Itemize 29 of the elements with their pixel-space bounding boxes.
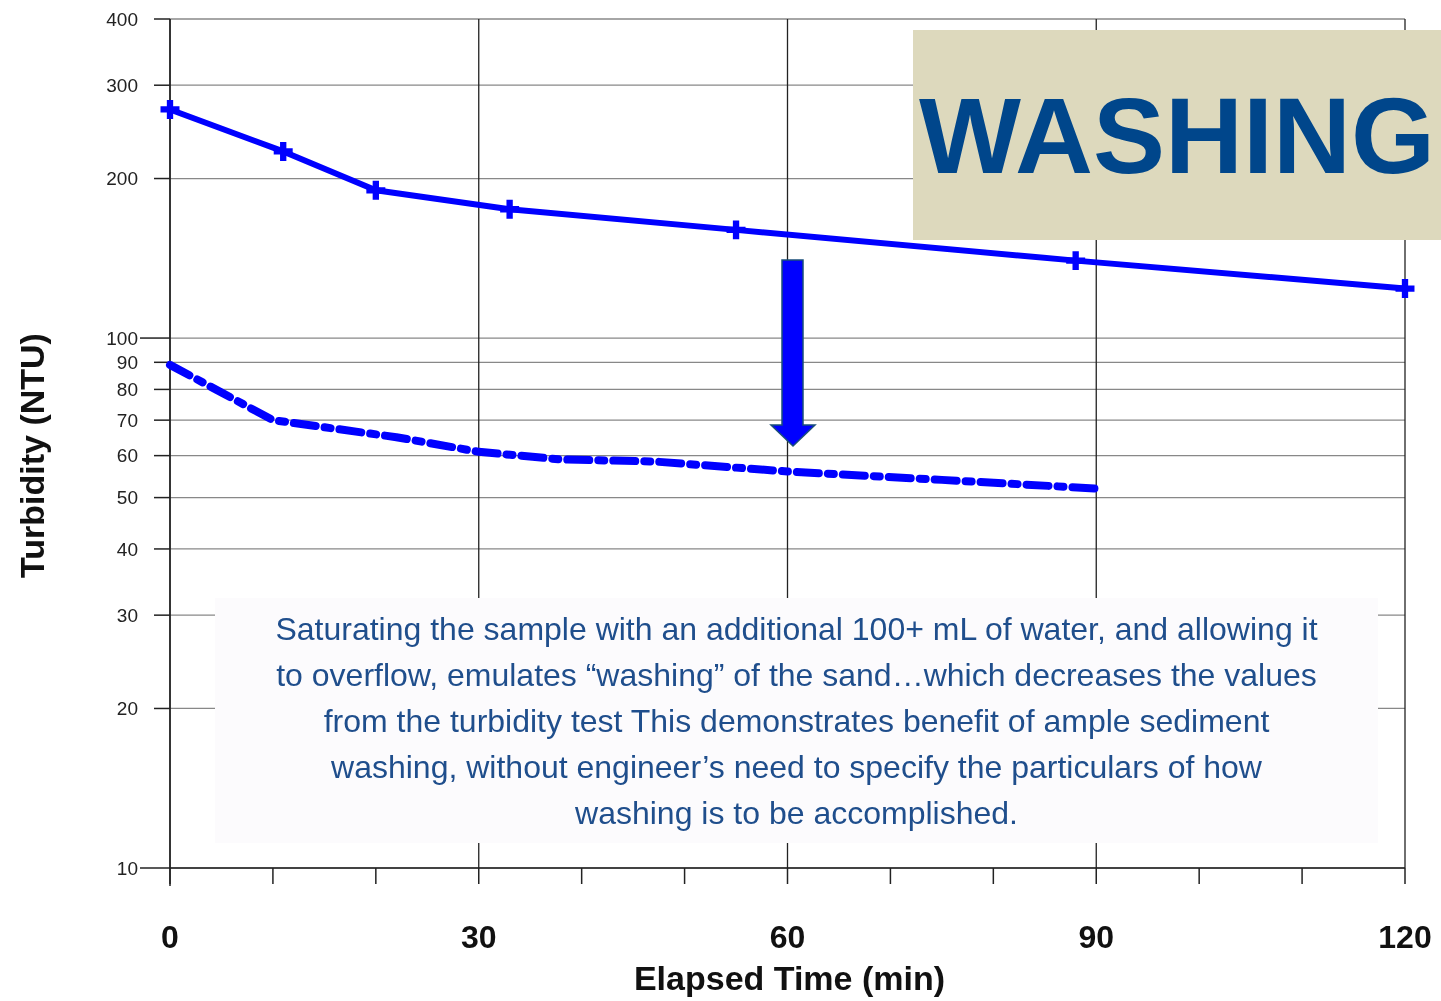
point	[366, 180, 386, 200]
y-tick-label: 10	[116, 857, 138, 879]
x-tick-label: 120	[1378, 919, 1432, 955]
text: WASHING	[918, 74, 1436, 196]
annotation: Saturating the sample with an additional 100+ mL of water, and allowing it to overflow, emulates “washing” of the sand…which decreases the values from the turbidity test This demonstrates benefit of ample sediment washing, without engineer’s need to specify the particulars of how washing is to be accomplished.	[275, 609, 1318, 833]
point	[273, 141, 293, 161]
point	[1066, 251, 1086, 271]
point	[726, 220, 746, 240]
y-tick-label: 60	[116, 445, 138, 467]
x-axis-title: Elapsed Time (min)	[633, 959, 946, 997]
y-tick-label: 40	[116, 538, 138, 560]
y-tick-label: 100	[106, 327, 138, 349]
y-axis-title: Turbidity (NTU)	[13, 333, 51, 578]
y-tick-label: 200	[106, 168, 138, 190]
y-tick-label: 20	[116, 698, 138, 720]
point	[500, 199, 520, 219]
x-tick-label: 0	[161, 919, 179, 955]
y-tick-label: 300	[106, 74, 138, 96]
y-tick-label: 30	[116, 604, 138, 626]
y-tick-label: 80	[116, 379, 138, 401]
point	[160, 99, 180, 119]
x-tick-label: 90	[1078, 919, 1115, 955]
y-tick-label: 400	[106, 8, 138, 30]
y-tick-label: 70	[116, 409, 138, 431]
point	[1395, 279, 1415, 299]
x-tick-label: 30	[460, 919, 497, 955]
y-tick-label: 50	[116, 487, 138, 509]
y-tick-label: 90	[116, 351, 138, 373]
x-tick-label: 60	[769, 919, 806, 955]
